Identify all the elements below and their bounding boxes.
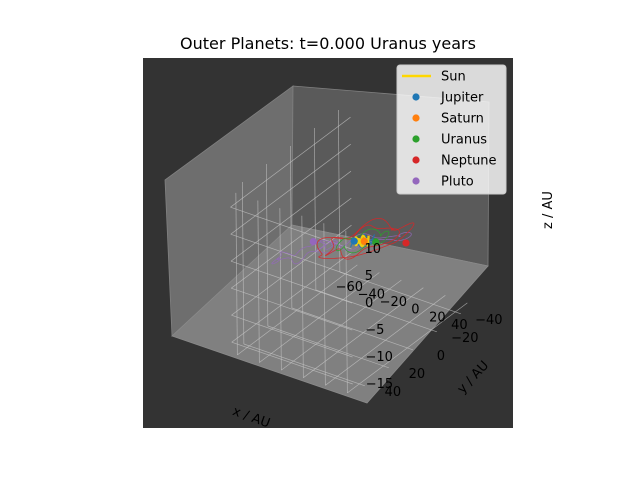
z-gridline xyxy=(230,116,351,208)
x-gridline xyxy=(345,230,348,393)
x-tick-label: 40 xyxy=(451,318,468,333)
z-tick-label: −10 xyxy=(366,350,393,365)
legend-label-sun: Sun xyxy=(441,70,466,85)
z-gridline xyxy=(231,314,353,358)
jupiter-marker xyxy=(350,237,358,245)
y-tick-label: −20 xyxy=(451,331,478,346)
y-gridline xyxy=(339,271,461,315)
z-gridline xyxy=(230,233,352,277)
legend-handle-neptune xyxy=(412,156,420,164)
chart-title: Outer Planets: t=0.000 Uranus years xyxy=(180,34,476,53)
neptune-marker xyxy=(402,239,410,247)
y-tick-label: 0 xyxy=(437,349,445,364)
z-gridline xyxy=(230,260,353,304)
legend-label-neptune: Neptune xyxy=(441,154,497,169)
x-gridline xyxy=(257,200,260,363)
z-tick-label: 5 xyxy=(365,269,373,284)
x-gridline xyxy=(323,223,326,386)
x-tick-label: −20 xyxy=(380,295,407,310)
z-tick-label: 10 xyxy=(365,242,382,257)
x-tick-label: −60 xyxy=(336,280,363,295)
z-gridline xyxy=(231,197,352,289)
legend-label-saturn: Saturn xyxy=(441,112,484,127)
z-gridline xyxy=(231,251,352,343)
planet-markers xyxy=(309,237,410,247)
legend-handle-uranus xyxy=(412,135,420,143)
y-gridline xyxy=(267,325,389,369)
z-tick-label: −5 xyxy=(365,323,384,338)
z-gridline xyxy=(230,143,351,235)
pluto-orbit xyxy=(271,241,338,265)
x-gridline xyxy=(235,192,238,355)
legend-handle-saturn xyxy=(412,114,420,122)
z-gridline xyxy=(231,341,353,385)
neptune-orbit xyxy=(324,224,400,260)
z-gridline xyxy=(231,287,353,331)
legend-label-jupiter: Jupiter xyxy=(440,91,484,106)
legend-handle-pluto xyxy=(412,177,420,185)
z-tick-label: −15 xyxy=(366,377,393,392)
pluto-marker xyxy=(309,237,317,246)
y-gridline xyxy=(266,163,269,327)
legend-handle-jupiter xyxy=(412,93,420,101)
y-gridline xyxy=(314,127,317,291)
saturn-marker xyxy=(360,237,368,245)
y-gridline xyxy=(315,289,437,333)
y-gridline xyxy=(243,343,365,387)
legend-label-pluto: Pluto xyxy=(441,175,474,190)
x-tick-label: 0 xyxy=(411,303,419,318)
legend: Sun Jupiter Saturn Uranus Neptune Pluto xyxy=(396,64,507,195)
x-gridline xyxy=(301,215,304,378)
z-gridline xyxy=(230,170,352,262)
y-tick-label: 20 xyxy=(409,367,426,382)
legend-box xyxy=(396,64,507,195)
floor-pane xyxy=(171,224,489,404)
y-tick-label: −40 xyxy=(475,313,502,328)
y-gridline xyxy=(242,181,245,345)
z-axis-label: z / AU xyxy=(541,191,556,229)
x-tick-label: 20 xyxy=(429,310,446,325)
x-gridline xyxy=(279,208,282,371)
z-tick-label: 0 xyxy=(365,296,373,311)
x-tick-label: −40 xyxy=(358,288,385,303)
legend-label-uranus: Uranus xyxy=(441,133,487,148)
uranus-marker xyxy=(372,238,380,246)
y-gridline xyxy=(291,307,413,351)
y-gridline xyxy=(290,145,293,309)
uranus-orbit xyxy=(335,228,390,254)
y-tick-label: 40 xyxy=(385,385,402,400)
